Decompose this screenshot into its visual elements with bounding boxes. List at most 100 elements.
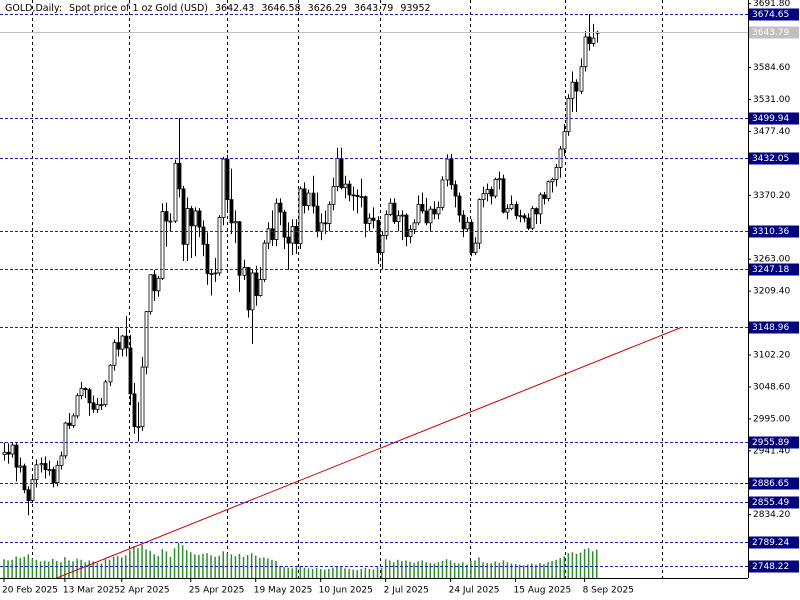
candle-body (112, 342, 117, 366)
candle-body (311, 192, 316, 207)
candle-body (103, 381, 108, 405)
candle-body (34, 464, 39, 481)
candle-body (518, 215, 523, 218)
candle-body (47, 469, 52, 471)
candle-body (587, 36, 592, 44)
candle-body (371, 217, 376, 221)
candle-body (445, 158, 450, 181)
level-label-box (749, 263, 799, 276)
candle-body (428, 208, 433, 224)
candle-body (282, 211, 287, 238)
candle-body (485, 189, 490, 195)
candle-body (266, 228, 271, 244)
candle-body (404, 214, 409, 237)
candle-body (83, 388, 88, 391)
candle-body (440, 179, 445, 208)
candle-body (59, 455, 64, 466)
candle-body (136, 426, 141, 429)
symbol: GOLD,Daily: (5, 3, 63, 14)
candle-body (22, 465, 27, 491)
candle-body (400, 214, 405, 217)
level-label: 2748.22 (752, 562, 789, 572)
candle-body (579, 66, 584, 92)
candle-body (554, 167, 559, 180)
candle-body (205, 243, 210, 274)
candle-body (396, 215, 401, 223)
candle-body (392, 202, 397, 223)
chart-header: GOLD,Daily: Spot price of 1 oz Gold (USD… (5, 3, 435, 14)
candle-body (185, 208, 190, 245)
candle-body (177, 162, 182, 190)
candle-body (376, 220, 381, 254)
candle-body (75, 395, 80, 417)
open-value: 3642.43 (215, 3, 255, 14)
candle-body (87, 389, 92, 404)
level-label-box (749, 225, 799, 238)
candle-body (319, 222, 324, 232)
close-value: 3643.79 (353, 3, 394, 14)
candle-body (526, 217, 531, 229)
candle-body (347, 183, 352, 196)
candle-body (286, 236, 291, 244)
candle-body (55, 464, 60, 484)
high-value: 3646.58 (261, 3, 301, 14)
y-tick-label: 3584.60 (753, 63, 790, 73)
candle-body (144, 311, 149, 368)
candle-body (481, 193, 486, 201)
level-label: 3247.18 (752, 265, 789, 275)
candle-body (327, 203, 332, 224)
candle-body (18, 465, 23, 468)
vertical-grid (32, 0, 663, 578)
candle-body (156, 277, 161, 292)
candle-body (79, 388, 84, 397)
last-price-label: 3643.79 (752, 28, 789, 38)
candle-body (132, 393, 137, 428)
candle-body (412, 222, 417, 230)
candle-body (26, 489, 31, 501)
candle-body (538, 194, 543, 215)
candle-body (546, 181, 551, 199)
candle-body (124, 335, 129, 349)
level-label: 2789.24 (752, 538, 789, 548)
y-tick-label: 2995.00 (753, 414, 790, 424)
candle-body (562, 131, 567, 150)
candle-body (367, 217, 372, 224)
level-label: 3499.94 (752, 114, 789, 124)
candle-body (270, 228, 275, 240)
candle-body (250, 272, 255, 311)
candle-body (209, 273, 214, 275)
plot-area (2, 13, 683, 578)
candle-body (10, 444, 15, 455)
candle-body (530, 208, 535, 229)
level-label-box (749, 477, 799, 490)
candle-body (384, 214, 389, 236)
candle-body (315, 205, 320, 232)
candle-body (173, 162, 178, 222)
level-label-box (749, 8, 799, 21)
x-tick-label: 19 May 2025 (254, 586, 313, 596)
candle-body (542, 194, 547, 199)
candle-body (469, 221, 474, 254)
candle-body (534, 208, 539, 215)
low-value: 3626.29 (307, 3, 347, 14)
candle-body (99, 404, 104, 407)
description: Spot price of 1 oz Gold (USD) (69, 3, 208, 14)
candle-body (14, 444, 19, 468)
candle-body (509, 203, 514, 209)
candle-body (164, 211, 169, 222)
candle-body (465, 221, 470, 230)
candle-body (363, 196, 368, 224)
candle-body (274, 202, 279, 240)
candle-body (67, 422, 72, 426)
candle-body (160, 211, 165, 279)
candle-body (343, 183, 348, 189)
candle-body (258, 279, 263, 296)
candle-body (193, 210, 198, 227)
candle-body (566, 97, 571, 133)
level-label: 2855.49 (752, 498, 789, 508)
candle-body (355, 195, 360, 198)
y-tick-label: 3102.20 (753, 351, 790, 361)
level-label: 2955.89 (752, 438, 789, 448)
x-tick-label: 20 Feb 2025 (2, 586, 58, 596)
